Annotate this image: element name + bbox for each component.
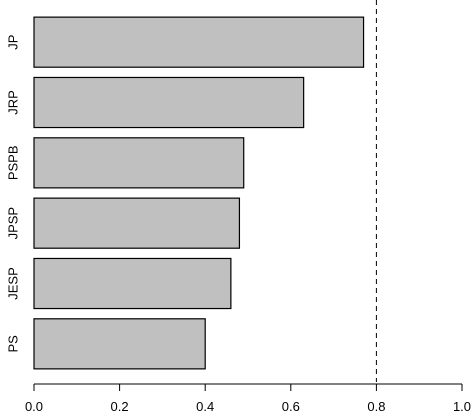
category-label-ps: PS	[6, 335, 21, 353]
category-label-jp: JP	[6, 35, 21, 50]
bar-jp	[33, 16, 365, 68]
x-tick-label: 0.4	[196, 399, 214, 414]
bar-jpsp	[33, 197, 241, 249]
x-axis: 0.0 0.2 0.4 0.6 0.8 1.0	[25, 383, 471, 414]
category-label-jrp: JRP	[6, 90, 21, 115]
bar-jrp	[33, 76, 305, 129]
category-labels-group: PS JESP JPSP PSPB JRP JP	[6, 35, 21, 353]
bar-jesp	[33, 257, 232, 310]
x-tick-label: 0.2	[111, 399, 129, 414]
category-label-jpsp: JPSP	[6, 207, 21, 240]
x-tick-label: 0.8	[367, 399, 385, 414]
bars-group	[33, 16, 365, 370]
x-tick-label: 0.6	[282, 399, 300, 414]
x-tick-label: 1.0	[453, 399, 471, 414]
x-tick-label: 0.0	[25, 399, 43, 414]
bar-ps	[33, 318, 206, 370]
bar-pspb	[33, 137, 245, 189]
category-label-pspb: PSPB	[6, 145, 21, 180]
category-label-jesp: JESP	[6, 267, 21, 300]
